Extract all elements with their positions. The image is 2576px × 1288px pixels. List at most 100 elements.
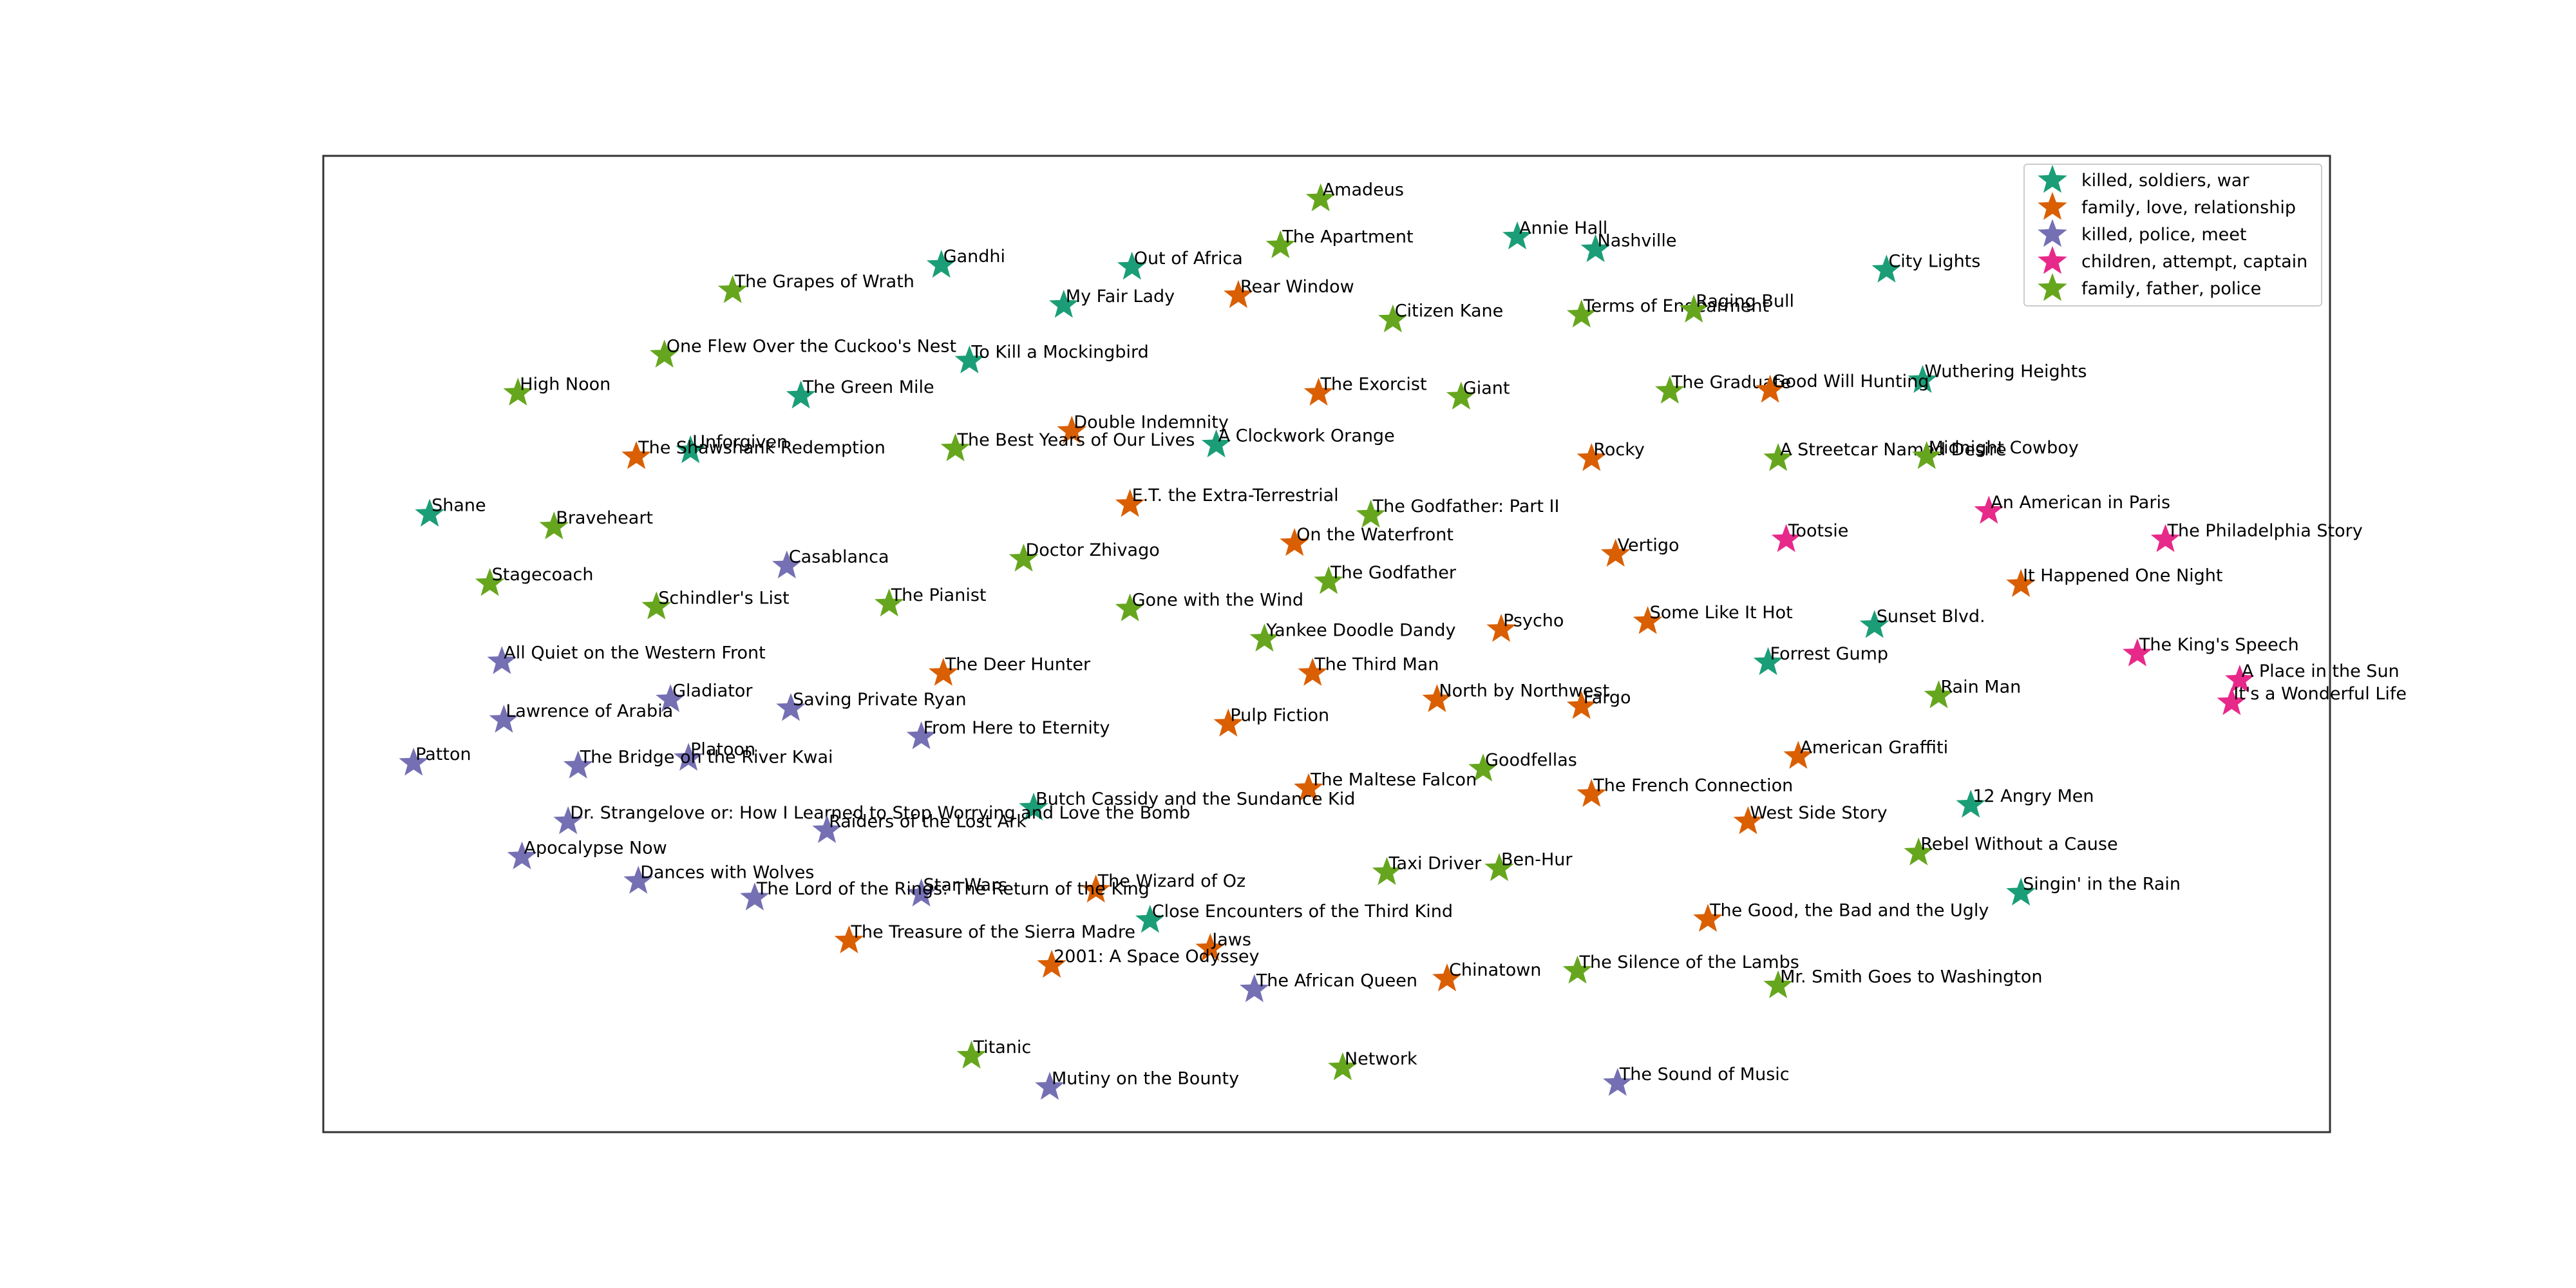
point-label: The Bridge on the River Kwai [580,748,833,768]
point-label: Mutiny on the Bounty [1052,1068,1239,1088]
point-the-green-mile [786,380,816,409]
point-label: Dr. Strangelove or: How I Learned to Sto… [570,803,1190,823]
point-citizen-kane [1378,304,1408,333]
point-label: 2001: A Space Odyssey [1054,947,1259,967]
point-label: Psycho [1503,611,1564,630]
point-label: Citizen Kane [1395,301,1503,321]
legend-label: killed, police, meet [2081,225,2246,245]
point-label: Tootsie [1788,521,1849,541]
point-the-graduate [1655,375,1685,404]
point-some-like-it-hot [1633,606,1663,634]
point-label: Gladiator [672,681,753,701]
point-label: Shane [431,495,486,515]
point-label: Out of Africa [1134,249,1243,269]
point-the-lord-of-the-rings-the-return-of-the-king [740,882,770,911]
point-label: The Best Years of Our Lives [957,430,1195,450]
point-label: The Exorcist [1320,374,1427,394]
point-north-by-northwest [1422,684,1452,712]
point-giant [1446,381,1476,410]
point-label: A Place in the Sun [2242,661,2400,681]
point-raiders-of-the-lost-ark [812,815,842,843]
point-label: Taxi Driver [1388,854,1482,874]
point-label: Annie Hall [1519,218,1607,238]
point-label: Patton [415,744,471,764]
point-it-happened-one-night [2006,569,2036,597]
point-fargo [1566,691,1596,719]
point-label: The Grapes of Wrath [734,272,914,292]
point-jaws [1195,933,1226,961]
point-on-the-waterfront [1280,527,1309,556]
point-vertigo [1600,538,1631,567]
point-high-noon [503,377,533,406]
point-lawrence-of-arabia [489,705,519,733]
point-label: Amadeus [1323,180,1404,200]
point-a-place-in-the-sun [2225,665,2255,693]
point-label: Rain Man [1940,677,2021,697]
point-label: Chinatown [1449,960,1541,980]
point-the-pianist [874,588,904,617]
point-label: Butch Cassidy and the Sundance Kid [1036,790,1355,810]
point-label: The Deer Hunter [945,655,1091,675]
point-yankee-doodle-dandy [1249,623,1280,652]
point-label: Raiders of the Lost Ark [829,812,1027,832]
point-label: Double Indemnity [1074,413,1229,433]
legend-box [2023,164,2322,307]
legend-label: family, father, police [2081,279,2261,299]
point-tootsie [1771,524,1801,553]
point-rain-man [1924,680,1954,708]
plot-frame [322,155,2331,1133]
point-label: The Godfather: Part II [1372,497,1560,516]
point-label: Lawrence of Arabia [506,701,673,721]
point-the-exorcist [1303,377,1334,406]
point-label: The Wizard of Oz [1097,871,1246,891]
point-network [1328,1052,1358,1081]
point-label: The Silence of the Lambs [1579,952,1799,972]
point-label: A Streetcar Named Desire [1780,440,2007,460]
legend-marker-killed-police-meet [2038,219,2067,247]
point-rebel-without-a-cause [1904,837,1933,866]
point-label: Wuthering Heights [1925,362,2087,382]
point-label: The Apartment [1282,227,1413,247]
point-label: The Lord of the Rings: The Return of the… [756,879,1150,899]
point-to-kill-a-mockingbird [954,345,985,374]
point-west-side-story [1733,806,1763,835]
point-label: The Treasure of the Sierra Madre [850,922,1135,942]
point-pulp-fiction [1213,708,1244,737]
point-label: Doctor Zhivago [1026,540,1160,560]
point-label: The King's Speech [2139,635,2299,655]
legend-marker-killed-soldiers-war [2038,165,2067,193]
point-label: Singin' in the Rain [2023,875,2181,895]
point-it-s-a-wonderful-life [2217,687,2247,715]
point-double-indemnity [1057,415,1087,444]
point-shane [415,498,444,527]
point-nashville [1580,234,1611,262]
point-2001-a-space-odyssey [1037,949,1066,978]
point-from-here-to-eternity [906,721,936,750]
point-amadeus [1305,183,1336,212]
point-label: Giant [1463,379,1510,399]
point-good-will-hunting [1755,374,1785,403]
point-stagecoach [475,568,505,596]
point-rear-window [1224,279,1253,308]
point-the-good-the-bad-and-the-ugly [1693,904,1723,932]
point-label: All Quiet on the Western Front [504,643,765,663]
point-dr-strangelove-or-how-i-learned-to-stop-worrying-and-love-the-bomb [553,806,583,835]
point-label: City Lights [1888,251,1980,271]
point-an-american-in-paris [1974,495,2004,524]
legend-marker-family-father-police [2038,273,2067,301]
point-label: The Sound of Music [1619,1065,1790,1084]
point-label: My Fair Lady [1066,287,1175,307]
point-the-bridge-on-the-river-kwai [563,750,593,779]
point-label: Midnight Cowboy [1929,438,2079,458]
point-goodfellas [1468,753,1498,782]
point-a-streetcar-named-desire [1763,443,1793,471]
point-label: Rebel Without a Cause [1920,834,2117,854]
legend-marker-children-attempt-captain [2038,246,2067,274]
point-label: Schindler's List [658,588,789,608]
point-label: The Maltese Falcon [1310,770,1477,790]
point-the-godfather [1314,566,1343,594]
legend-label: killed, soldiers, war [2081,171,2249,191]
point-label: The Good, the Bad and the Ugly [1709,901,1989,921]
